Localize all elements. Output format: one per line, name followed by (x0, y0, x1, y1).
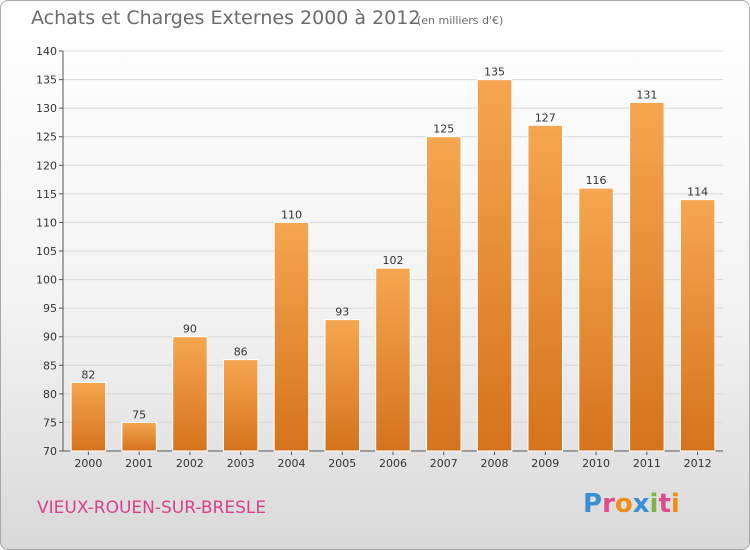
y-tick-label: 95 (43, 302, 57, 315)
logo-letter: P (583, 489, 603, 519)
x-tick-label: 2003 (227, 457, 255, 470)
x-tick-label: 2012 (684, 457, 712, 470)
bar-2004 (273, 221, 310, 452)
commune-name: VIEUX-ROUEN-SUR-BRESLE (37, 498, 267, 518)
bar-2012 (679, 199, 716, 452)
data-label-2002: 90 (183, 323, 197, 336)
data-label-2000: 82 (81, 368, 95, 381)
data-label-2006: 102 (383, 254, 404, 267)
y-tick-label: 80 (43, 388, 57, 401)
x-tick-label: 2000 (74, 457, 102, 470)
y-tick-label: 110 (36, 216, 57, 229)
data-label-2005: 93 (335, 306, 349, 319)
logo-letter: x (632, 489, 650, 519)
bar-2008 (476, 79, 513, 452)
y-tick-label: 130 (36, 102, 57, 115)
x-tick-label: 2007 (430, 457, 458, 470)
logo-letter: r (602, 489, 615, 519)
y-tick-label: 70 (43, 445, 57, 458)
proxiti-logo: Proxiti (583, 489, 680, 519)
chart-subtitle: (en milliers d'€) (417, 14, 504, 27)
bar-2002 (172, 336, 208, 452)
logo-letter: o (614, 489, 633, 519)
x-tick-label: 2010 (582, 457, 610, 470)
bar-2000 (70, 381, 107, 452)
x-tick-label: 2001 (125, 457, 153, 470)
x-tick-label: 2008 (481, 457, 509, 470)
bar-2005 (324, 319, 360, 452)
y-tick-label: 90 (43, 331, 57, 344)
bar-2003 (222, 359, 259, 452)
bars (70, 79, 716, 452)
x-tick-label: 2011 (633, 457, 661, 470)
data-label-2008: 135 (484, 66, 505, 79)
data-labels: 82 75 90 86 110 93 102 125 135 127 116 131 114 (81, 66, 708, 422)
data-label-2011: 131 (636, 88, 657, 101)
x-tick-label: 2006 (379, 457, 407, 470)
y-tick-label: 120 (36, 159, 57, 172)
data-label-2001: 75 (132, 408, 146, 421)
logo-letter: t (658, 489, 671, 519)
logo-letter: i (670, 489, 680, 519)
y-tick-label: 85 (43, 359, 57, 372)
chart-title: Achats et Charges Externes 2000 à 2012 (31, 7, 421, 29)
bar-2001 (121, 421, 157, 452)
data-label-2010: 116 (586, 174, 607, 187)
bar-2007 (426, 136, 462, 452)
x-tick-label: 2002 (176, 457, 204, 470)
y-tick-label: 140 (36, 45, 57, 58)
axes: 70 75 80 85 90 95 100 105 110 115 120 125 130 135 140 2… (36, 45, 723, 470)
y-tick-label: 105 (36, 245, 57, 258)
bar-2009 (527, 124, 563, 452)
data-label-2012: 114 (687, 186, 708, 199)
y-tick-label: 115 (36, 188, 57, 201)
y-tick-label: 100 (36, 274, 57, 287)
y-tick-label: 135 (36, 74, 57, 87)
data-label-2009: 127 (535, 111, 556, 124)
data-label-2003: 86 (234, 346, 248, 359)
data-label-2004: 110 (281, 208, 302, 221)
x-tick-label: 2009 (531, 457, 559, 470)
x-tick-label: 2004 (277, 457, 305, 470)
logo-letter: i (649, 489, 659, 519)
bar-2006 (375, 267, 411, 452)
bar-2010 (578, 187, 614, 452)
y-tick-label: 125 (36, 131, 57, 144)
bar-2011 (629, 101, 665, 452)
x-tick-label: 2005 (328, 457, 356, 470)
y-tick-label: 75 (43, 416, 57, 429)
data-label-2007: 125 (433, 123, 454, 136)
